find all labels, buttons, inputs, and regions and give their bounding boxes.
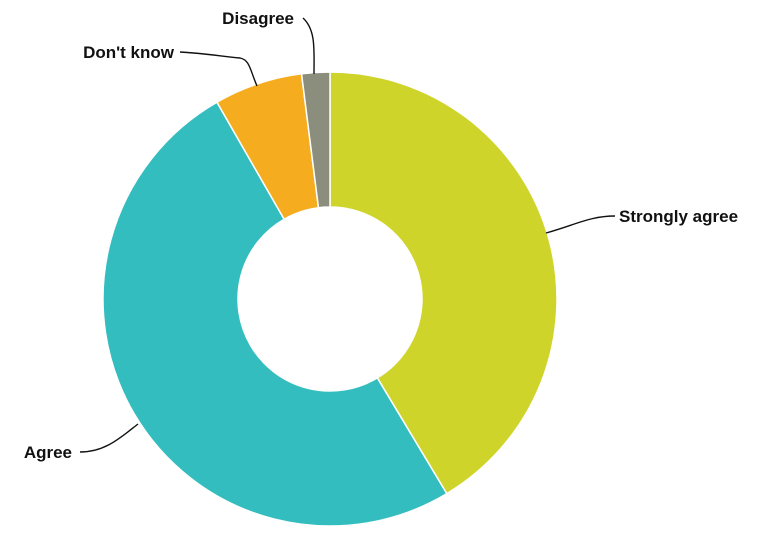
slices-group [102, 71, 558, 527]
label-agree: Agree [24, 443, 72, 462]
leader-line-disagree [302, 17, 315, 75]
slice-agree [102, 101, 448, 527]
labels-group: Strongly agree Agree Don't know Disagree [24, 9, 738, 462]
label-disagree: Disagree [222, 9, 294, 28]
label-dont-know: Don't know [83, 43, 175, 62]
leader-lines-group [79, 17, 616, 453]
slice-disagree [300, 71, 331, 209]
leader-line-dont-know [179, 51, 258, 87]
leader-line-strongly-agree [545, 215, 616, 234]
slice-strongly-agree [329, 71, 558, 495]
label-strongly-agree: Strongly agree [619, 207, 738, 226]
leader-line-agree [79, 423, 139, 453]
